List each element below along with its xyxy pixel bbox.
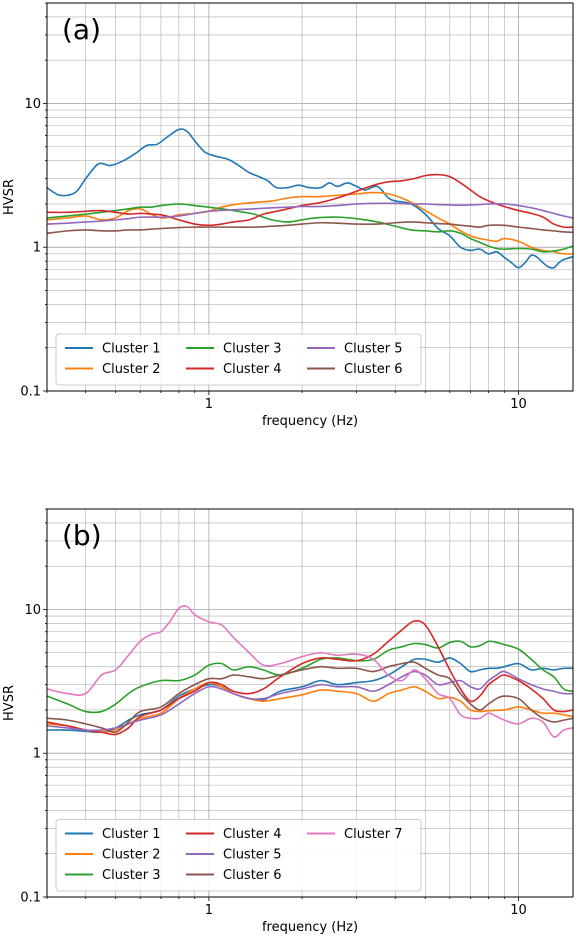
chart-a-legend-label-5: Cluster 5 [344,342,403,357]
chart-a-ticks [43,2,519,395]
chart-a-legend-box [55,333,422,386]
chart-a-y-tick-label: 0.1 [20,385,41,400]
chart-a-series-line-6 [47,221,573,235]
chart-b-x-tick-label: 10 [510,903,527,918]
chart-a-series-line-3 [47,203,573,253]
chart-a-y-axis-label: HVSR [2,179,17,215]
chart-b-y-axis-label: HVSR [2,685,17,721]
chart-a-axes-frame [46,2,574,392]
chart-b-series [47,605,573,738]
chart-b-legend-label-7: Cluster 7 [344,827,403,842]
chart-a-x-axis-label: frequency (Hz) [262,414,358,429]
chart-a-y-tick-label: 10 [24,97,41,112]
chart-b-x-tick-label: 1 [205,903,213,918]
chart-a-x-tick-label: 10 [510,397,527,412]
chart-a-x-tick-label: 1 [205,397,213,412]
chart-b-panel-label: (b) [62,519,102,552]
chart-a-series-line-5 [47,202,573,225]
chart-b-y-tick-label: 1 [33,747,41,762]
chart-b-legend-label-5: Cluster 5 [223,848,282,863]
chart-b-legend-label-1: Cluster 1 [102,827,161,842]
chart-a-panel-label: (a) [62,13,101,46]
chart-b-series-line-2 [47,681,573,734]
chart-a-legend-label-4: Cluster 4 [223,362,282,377]
chart-b-series-line-6 [47,661,573,734]
chart-a-legend: Cluster 1 Cluster 2 Cluster 3 Cluster 4 Clus… [55,333,422,386]
chart-b-legend-box [55,819,422,892]
chart-a-grid [46,2,573,392]
chart-a-legend-label-3: Cluster 3 [223,342,282,357]
chart-a-series-line-4 [47,173,573,229]
chart-a-legend-label-6: Cluster 6 [344,362,403,377]
chart-a-legend-label-2: Cluster 2 [102,362,161,377]
chart-b-y-tick-label: 0.1 [20,891,41,906]
chart-a-series [47,128,573,269]
chart-a-y-tick-label: 1 [33,241,41,256]
chart-b-x-axis-label: frequency (Hz) [262,920,358,935]
chart-a-legend-label-1: Cluster 1 [102,342,161,357]
chart-b-series-line-5 [47,670,573,732]
chart-b-legend-label-3: Cluster 3 [102,868,161,883]
chart-b-legend-label-4: Cluster 4 [223,827,282,842]
chart-b-axes-frame [46,508,574,898]
chart-b-series-line-7 [47,605,573,738]
chart-b-y-tick-label: 10 [24,603,41,618]
chart-b-legend-label-2: Cluster 2 [102,848,161,863]
chart-b-ticks [43,508,519,901]
chart-a-series-line-2 [47,191,573,255]
chart-b-series-line-4 [47,619,573,736]
chart-b-legend: Cluster 1 Cluster 2 Cluster 3 Cluster 4 Clus… [55,819,422,892]
chart-b-legend-label-6: Cluster 6 [223,868,282,883]
chart-a-series-line-1 [47,128,573,269]
